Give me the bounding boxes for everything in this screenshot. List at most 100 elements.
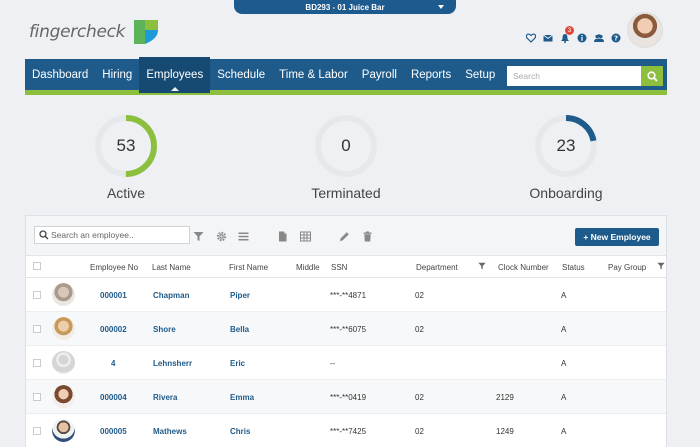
terminated-label: Terminated	[311, 185, 381, 201]
nav-hiring[interactable]: Hiring	[102, 68, 133, 81]
employee-photo	[52, 385, 75, 408]
stat-active[interactable]: 53 Active	[56, 112, 196, 201]
first-name[interactable]: Bella	[230, 325, 250, 334]
logo-text: fingercheck	[29, 22, 126, 42]
col-clock-number[interactable]: Clock Number	[498, 263, 549, 272]
ssn: ***-**6075	[330, 325, 367, 334]
employee-no[interactable]: 000001	[100, 291, 127, 300]
caret-down-icon	[438, 5, 444, 9]
last-name[interactable]: Lehnsherr	[153, 359, 193, 368]
onboarding-ring: 23	[532, 112, 600, 180]
col-middle[interactable]: Middle	[296, 263, 320, 272]
user-avatar[interactable]	[627, 12, 663, 48]
last-name[interactable]: Rivera	[153, 393, 178, 402]
table-row[interactable]: 000001 Chapman Piper ***-**4871 02 A	[26, 278, 666, 312]
header-icons: 3 ?	[526, 26, 621, 43]
col-last-name[interactable]: Last Name	[152, 263, 191, 272]
trash-icon[interactable]	[362, 229, 373, 242]
nav-employees[interactable]: Employees	[139, 56, 211, 93]
nav-payroll[interactable]: Payroll	[361, 68, 397, 81]
terminated-ring: 0	[312, 112, 380, 180]
last-name[interactable]: Shore	[153, 325, 176, 334]
svg-text:?: ?	[614, 35, 618, 43]
logo[interactable]: fingercheck	[29, 17, 161, 47]
nav-time-labor[interactable]: Time & Labor	[279, 68, 348, 81]
document-icon[interactable]	[277, 229, 288, 242]
active-count: 53	[116, 136, 136, 155]
row-checkbox[interactable]	[33, 359, 41, 367]
nav-dashboard[interactable]: Dashboard	[32, 68, 89, 81]
company-switcher[interactable]: BD293 - 01 Juice Bar	[234, 0, 456, 14]
row-checkbox[interactable]	[33, 291, 41, 299]
company-name: BD293 - 01 Juice Bar	[305, 2, 385, 12]
employee-photo	[52, 419, 75, 442]
nav-schedule[interactable]: Schedule	[217, 68, 266, 81]
employee-panel: + New Employee Employee No Last Name Fir…	[25, 215, 667, 447]
col-status[interactable]: Status	[562, 263, 585, 272]
filter-icon[interactable]	[193, 229, 204, 241]
clock-number: 1249	[496, 427, 514, 436]
employee-no[interactable]: 000004	[100, 393, 127, 402]
employee-photo	[52, 317, 75, 340]
first-name[interactable]: Emma	[230, 393, 255, 402]
pay-group-filter-icon[interactable]	[657, 262, 665, 272]
department-filter-icon[interactable]	[478, 262, 486, 272]
row-checkbox[interactable]	[33, 393, 41, 401]
global-search-input[interactable]	[507, 66, 641, 86]
ssn: ***-**7425	[330, 427, 367, 436]
row-checkbox[interactable]	[33, 325, 41, 333]
table-row[interactable]: 000004 Rivera Emma ***-**0419 02 2129 A	[26, 380, 666, 414]
gear-icon[interactable]	[216, 229, 227, 242]
ssn: ***-**0419	[330, 393, 367, 402]
stat-onboarding[interactable]: 23 Onboarding	[496, 112, 636, 201]
department: 02	[415, 291, 424, 300]
first-name[interactable]: Piper	[230, 291, 251, 300]
employee-no[interactable]: 000002	[100, 325, 127, 334]
employee-toolbar: + New Employee	[26, 216, 666, 256]
new-employee-button[interactable]: + New Employee	[575, 228, 659, 246]
mail-icon[interactable]	[543, 33, 553, 43]
col-first-name[interactable]: First Name	[229, 263, 269, 272]
heart-icon[interactable]	[526, 33, 536, 43]
users-icon[interactable]	[594, 33, 604, 43]
employee-search-input[interactable]	[34, 226, 190, 244]
department: 02	[415, 393, 424, 402]
employee-photo-placeholder	[52, 351, 75, 374]
employee-photo	[52, 283, 75, 306]
main-nav: Dashboard Hiring Employees Schedule Time…	[25, 56, 667, 95]
status: A	[561, 325, 567, 334]
logo-mark-icon	[134, 20, 159, 44]
table-body: 000001 Chapman Piper ***-**4871 02 A 000…	[26, 278, 666, 447]
info-icon[interactable]	[577, 33, 587, 43]
col-employee-no[interactable]: Employee No	[90, 263, 139, 272]
ssn: --	[330, 359, 336, 368]
col-ssn[interactable]: SSN	[331, 263, 348, 272]
first-name[interactable]: Eric	[230, 359, 246, 368]
nav-reports[interactable]: Reports	[410, 68, 452, 81]
global-search-button[interactable]	[641, 66, 663, 86]
table-row[interactable]: 000005 Mathews Chris ***-**7425 02 1249 …	[26, 414, 666, 447]
search-icon	[646, 70, 658, 82]
col-pay-group[interactable]: Pay Group	[608, 263, 647, 272]
onboarding-count: 23	[556, 136, 576, 155]
active-label: Active	[106, 185, 146, 201]
help-icon[interactable]: ?	[611, 33, 621, 43]
status: A	[561, 359, 567, 368]
col-department[interactable]: Department	[416, 263, 458, 272]
select-all-checkbox[interactable]	[33, 262, 41, 270]
nav-setup[interactable]: Setup	[465, 68, 496, 81]
last-name[interactable]: Chapman	[153, 291, 190, 300]
pencil-icon[interactable]	[339, 229, 350, 241]
status: A	[561, 427, 567, 436]
table-row[interactable]: 4 Lehnsherr Eric -- A	[26, 346, 666, 380]
stat-terminated[interactable]: 0 Terminated	[276, 112, 416, 201]
employee-no[interactable]: 000005	[100, 427, 127, 436]
employee-no[interactable]: 4	[111, 359, 116, 368]
last-name[interactable]: Mathews	[153, 427, 187, 436]
table-row[interactable]: 000002 Shore Bella ***-**6075 02 A	[26, 312, 666, 346]
table-icon[interactable]	[300, 229, 311, 242]
first-name[interactable]: Chris	[230, 427, 251, 436]
row-checkbox[interactable]	[33, 427, 41, 435]
bell-icon[interactable]: 3	[560, 26, 574, 43]
list-icon[interactable]	[238, 229, 249, 241]
